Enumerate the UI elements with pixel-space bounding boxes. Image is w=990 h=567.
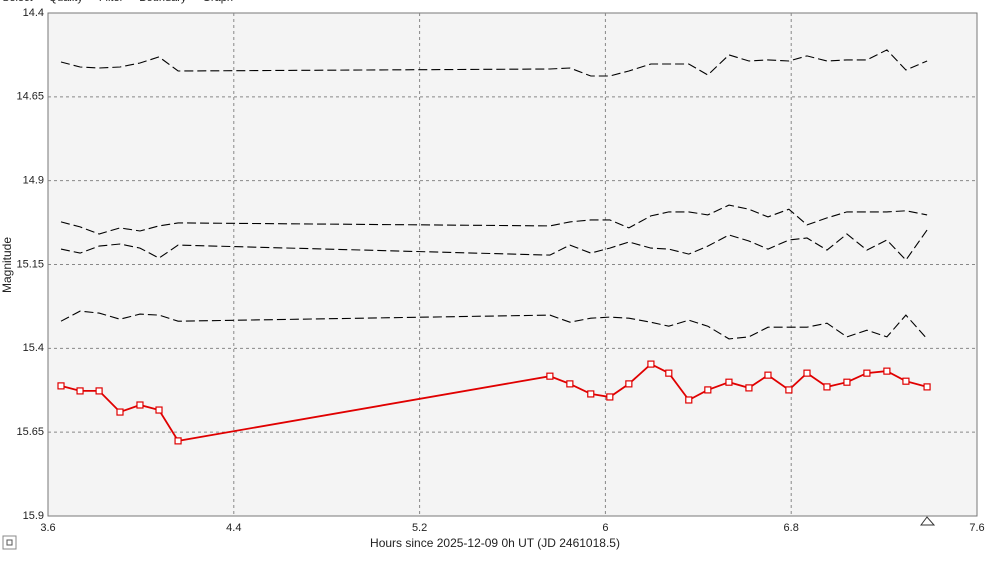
data-point <box>883 367 891 375</box>
data-point <box>155 406 163 414</box>
x-tick-label: 4.4 <box>226 522 241 534</box>
data-point <box>116 408 124 416</box>
comparison-curve <box>60 310 928 340</box>
data-point <box>665 369 673 377</box>
y-tick-label: 14.65 <box>16 91 44 103</box>
y-axis-label: Magnitude <box>0 237 14 293</box>
data-point <box>745 384 753 392</box>
corner-button[interactable] <box>2 535 17 550</box>
data-point <box>863 369 871 377</box>
data-point <box>57 382 65 390</box>
y-tick-label: 15.65 <box>16 426 44 438</box>
data-point <box>566 380 574 388</box>
data-point <box>546 372 554 380</box>
data-point <box>587 390 595 398</box>
data-point <box>76 387 84 395</box>
data-point <box>625 380 633 388</box>
y-tick-label: 15.9 <box>23 510 44 522</box>
data-point <box>843 378 851 386</box>
comparison-curve <box>60 229 928 261</box>
data-point <box>606 393 614 401</box>
data-point <box>685 396 693 404</box>
x-tick-label: 5.2 <box>412 522 427 534</box>
data-point <box>803 369 811 377</box>
x-tick-label: 7.6 <box>969 522 984 534</box>
y-tick-label: 15.4 <box>23 342 44 354</box>
data-point <box>725 378 733 386</box>
corner-button-icon <box>6 539 13 546</box>
x-tick-label: 6 <box>602 522 608 534</box>
x-tick-label: 3.6 <box>40 522 55 534</box>
x-tick-label: 6.8 <box>784 522 799 534</box>
data-point <box>647 360 655 368</box>
comparison-curve <box>60 49 928 77</box>
y-tick-label: 14.9 <box>23 175 44 187</box>
tab[interactable]: Quality <box>49 0 84 4</box>
comparison-curve <box>60 204 928 235</box>
data-point <box>764 371 772 379</box>
tab[interactable]: Filter <box>99 0 124 4</box>
tab[interactable]: Select <box>2 0 33 4</box>
data-point <box>823 383 831 391</box>
tab[interactable]: Boundary <box>139 0 187 4</box>
marker-triangle[interactable] <box>920 516 936 526</box>
y-tick-label: 14.4 <box>23 7 44 19</box>
tab[interactable]: Graph <box>202 0 233 4</box>
data-point <box>902 377 910 385</box>
data-point <box>174 437 182 445</box>
data-point <box>95 387 103 395</box>
data-point <box>785 386 793 394</box>
data-point <box>923 383 931 391</box>
data-point <box>704 386 712 394</box>
y-tick-label: 15.15 <box>16 258 44 270</box>
x-axis-label: Hours since 2025-12-09 0h UT (JD 2461018… <box>370 536 620 550</box>
data-point <box>136 401 144 409</box>
